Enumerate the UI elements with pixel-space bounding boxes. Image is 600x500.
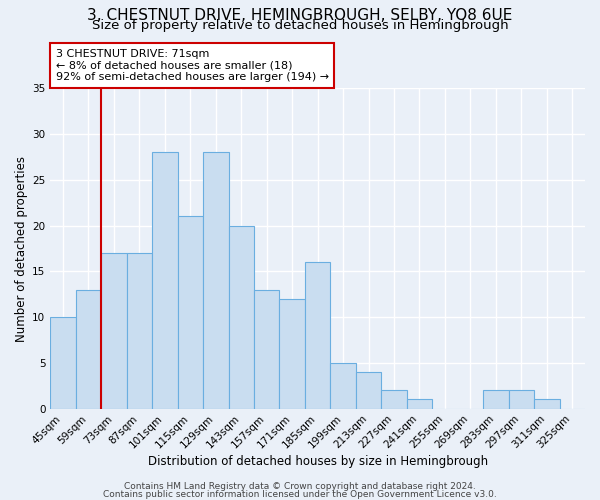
Bar bbox=[254, 290, 280, 408]
Bar bbox=[178, 216, 203, 408]
Y-axis label: Number of detached properties: Number of detached properties bbox=[15, 156, 28, 342]
Bar bbox=[483, 390, 509, 408]
Bar bbox=[50, 317, 76, 408]
Bar bbox=[101, 253, 127, 408]
Bar bbox=[331, 363, 356, 408]
Bar bbox=[203, 152, 229, 408]
Bar bbox=[381, 390, 407, 408]
Text: 3 CHESTNUT DRIVE: 71sqm
← 8% of detached houses are smaller (18)
92% of semi-det: 3 CHESTNUT DRIVE: 71sqm ← 8% of detached… bbox=[56, 49, 329, 82]
Text: Contains HM Land Registry data © Crown copyright and database right 2024.: Contains HM Land Registry data © Crown c… bbox=[124, 482, 476, 491]
Text: Size of property relative to detached houses in Hemingbrough: Size of property relative to detached ho… bbox=[92, 19, 508, 32]
Bar bbox=[76, 290, 101, 408]
Text: Contains public sector information licensed under the Open Government Licence v3: Contains public sector information licen… bbox=[103, 490, 497, 499]
Bar bbox=[534, 400, 560, 408]
X-axis label: Distribution of detached houses by size in Hemingbrough: Distribution of detached houses by size … bbox=[148, 454, 488, 468]
Text: 3, CHESTNUT DRIVE, HEMINGBROUGH, SELBY, YO8 6UE: 3, CHESTNUT DRIVE, HEMINGBROUGH, SELBY, … bbox=[88, 8, 512, 22]
Bar bbox=[127, 253, 152, 408]
Bar bbox=[356, 372, 381, 408]
Bar bbox=[407, 400, 432, 408]
Bar bbox=[280, 299, 305, 408]
Bar bbox=[305, 262, 331, 408]
Bar bbox=[509, 390, 534, 408]
Bar bbox=[229, 226, 254, 408]
Bar bbox=[152, 152, 178, 408]
